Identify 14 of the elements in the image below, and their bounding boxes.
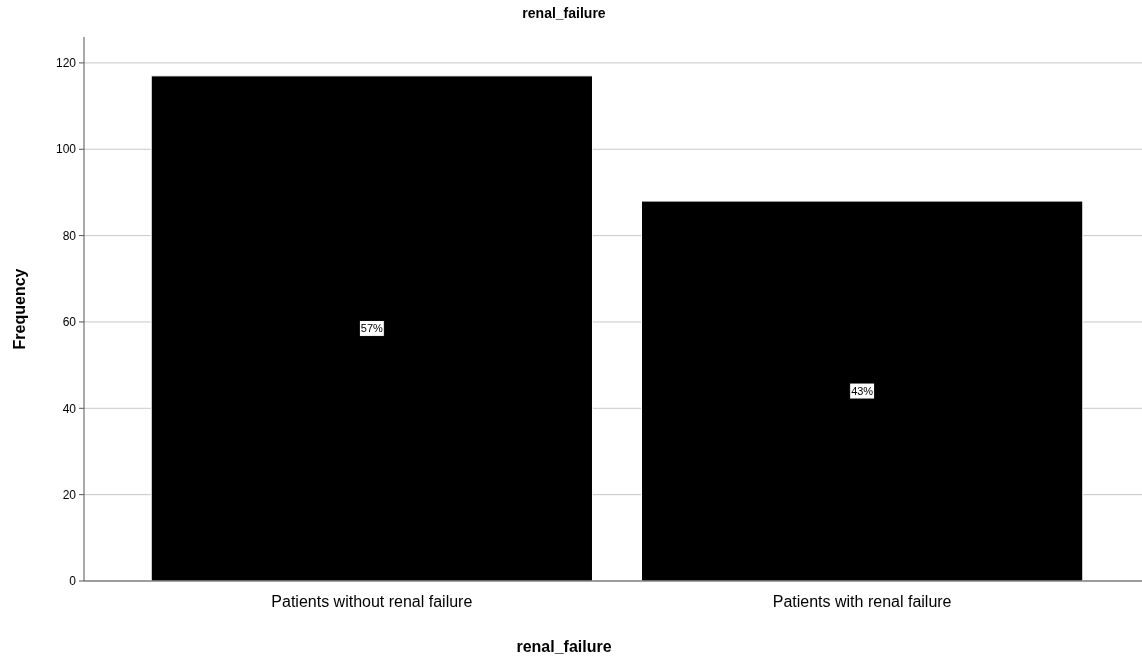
annotation: 57% <box>360 322 384 335</box>
annotation: 43% <box>851 384 874 397</box>
y-tick-label: 100 <box>55 142 77 157</box>
x-tick-label: Patients without renal failure <box>271 593 473 610</box>
y-tick-label: 20 <box>62 487 77 502</box>
x-axis-title: renal_failure <box>516 638 612 655</box>
chart-title: renal_failure <box>522 5 606 21</box>
x-tick-label: Patients with renal failure <box>772 593 952 610</box>
y-tick-label: 40 <box>62 401 77 416</box>
y-axis-title: Frequency <box>11 268 28 350</box>
y-tick-label: 80 <box>62 228 77 243</box>
y-tick-label: 60 <box>62 315 77 330</box>
y-tick-label: 120 <box>55 56 77 71</box>
y-tick-label: 0 <box>69 574 77 589</box>
